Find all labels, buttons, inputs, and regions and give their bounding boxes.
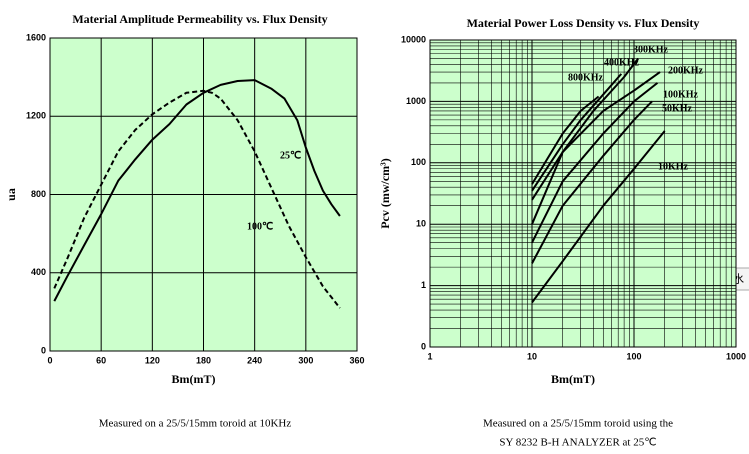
y-tick-label: 0	[421, 341, 426, 351]
y-tick-label: 800	[31, 189, 46, 199]
chart-title: Material Power Loss Density vs. Flux Den…	[467, 16, 700, 30]
y-tick-label: 1200	[26, 111, 46, 121]
x-tick-label: 10	[527, 351, 537, 361]
caption: Measured on a 25/5/15mm toroid using the	[483, 418, 673, 430]
x-axis-label: Bm(mT)	[551, 372, 595, 386]
series-label: 800KHz	[568, 72, 604, 83]
x-tick-label: 300	[298, 355, 313, 365]
plot-area	[429, 39, 737, 348]
y-tick-label: 1	[421, 280, 426, 290]
series-line	[531, 57, 639, 201]
y-tick-label: 1000	[406, 96, 426, 106]
series-label: 100℃	[247, 221, 273, 232]
y-tick-label: 10	[416, 219, 426, 229]
y-axis-label: Pcv (mw/cm³)	[378, 158, 392, 229]
series-label: 200KHz	[668, 65, 704, 76]
series-line	[531, 95, 600, 185]
series-line	[53, 79, 341, 302]
caption: Measured on a 25/5/15mm toroid at 10KHz	[99, 418, 292, 430]
x-tick-label: 360	[349, 355, 364, 365]
x-tick-label: 120	[145, 355, 160, 365]
chart-title: Material Amplitude Permeability vs. Flux…	[72, 12, 327, 26]
y-tick-label: 400	[31, 267, 46, 277]
x-tick-label: 100	[626, 351, 641, 361]
y-tick-label: 0	[41, 345, 46, 355]
x-tick-label: 0	[47, 355, 52, 365]
x-tick-label: 1	[427, 351, 432, 361]
x-tick-label: 240	[247, 355, 262, 365]
x-tick-label: 180	[196, 355, 211, 365]
series-label: 400KHz	[604, 57, 640, 68]
x-axis-label: Bm(mT)	[172, 372, 216, 386]
series-label: 50KHz	[662, 103, 693, 114]
tooltip: 水	[733, 273, 744, 286]
series-line	[53, 89, 341, 309]
y-tick-label: 10000	[401, 34, 426, 44]
y-tick-label: 100	[411, 157, 426, 167]
series-line	[531, 82, 659, 244]
series-label: 25℃	[280, 150, 301, 161]
series-line	[531, 130, 666, 304]
series-line	[531, 100, 653, 264]
caption: SY 8232 B-H ANALYZER at 25℃	[499, 437, 656, 449]
y-axis-label: ua	[4, 188, 18, 201]
x-tick-label: 1000	[726, 351, 746, 361]
series-label: 100KHz	[663, 89, 699, 100]
series-label: 10KHz	[658, 161, 689, 172]
y-tick-label: 1600	[26, 32, 46, 42]
series-label: 300KHz	[633, 44, 669, 55]
series-line	[531, 73, 623, 192]
x-tick-label: 60	[96, 355, 106, 365]
series-line	[531, 71, 661, 225]
